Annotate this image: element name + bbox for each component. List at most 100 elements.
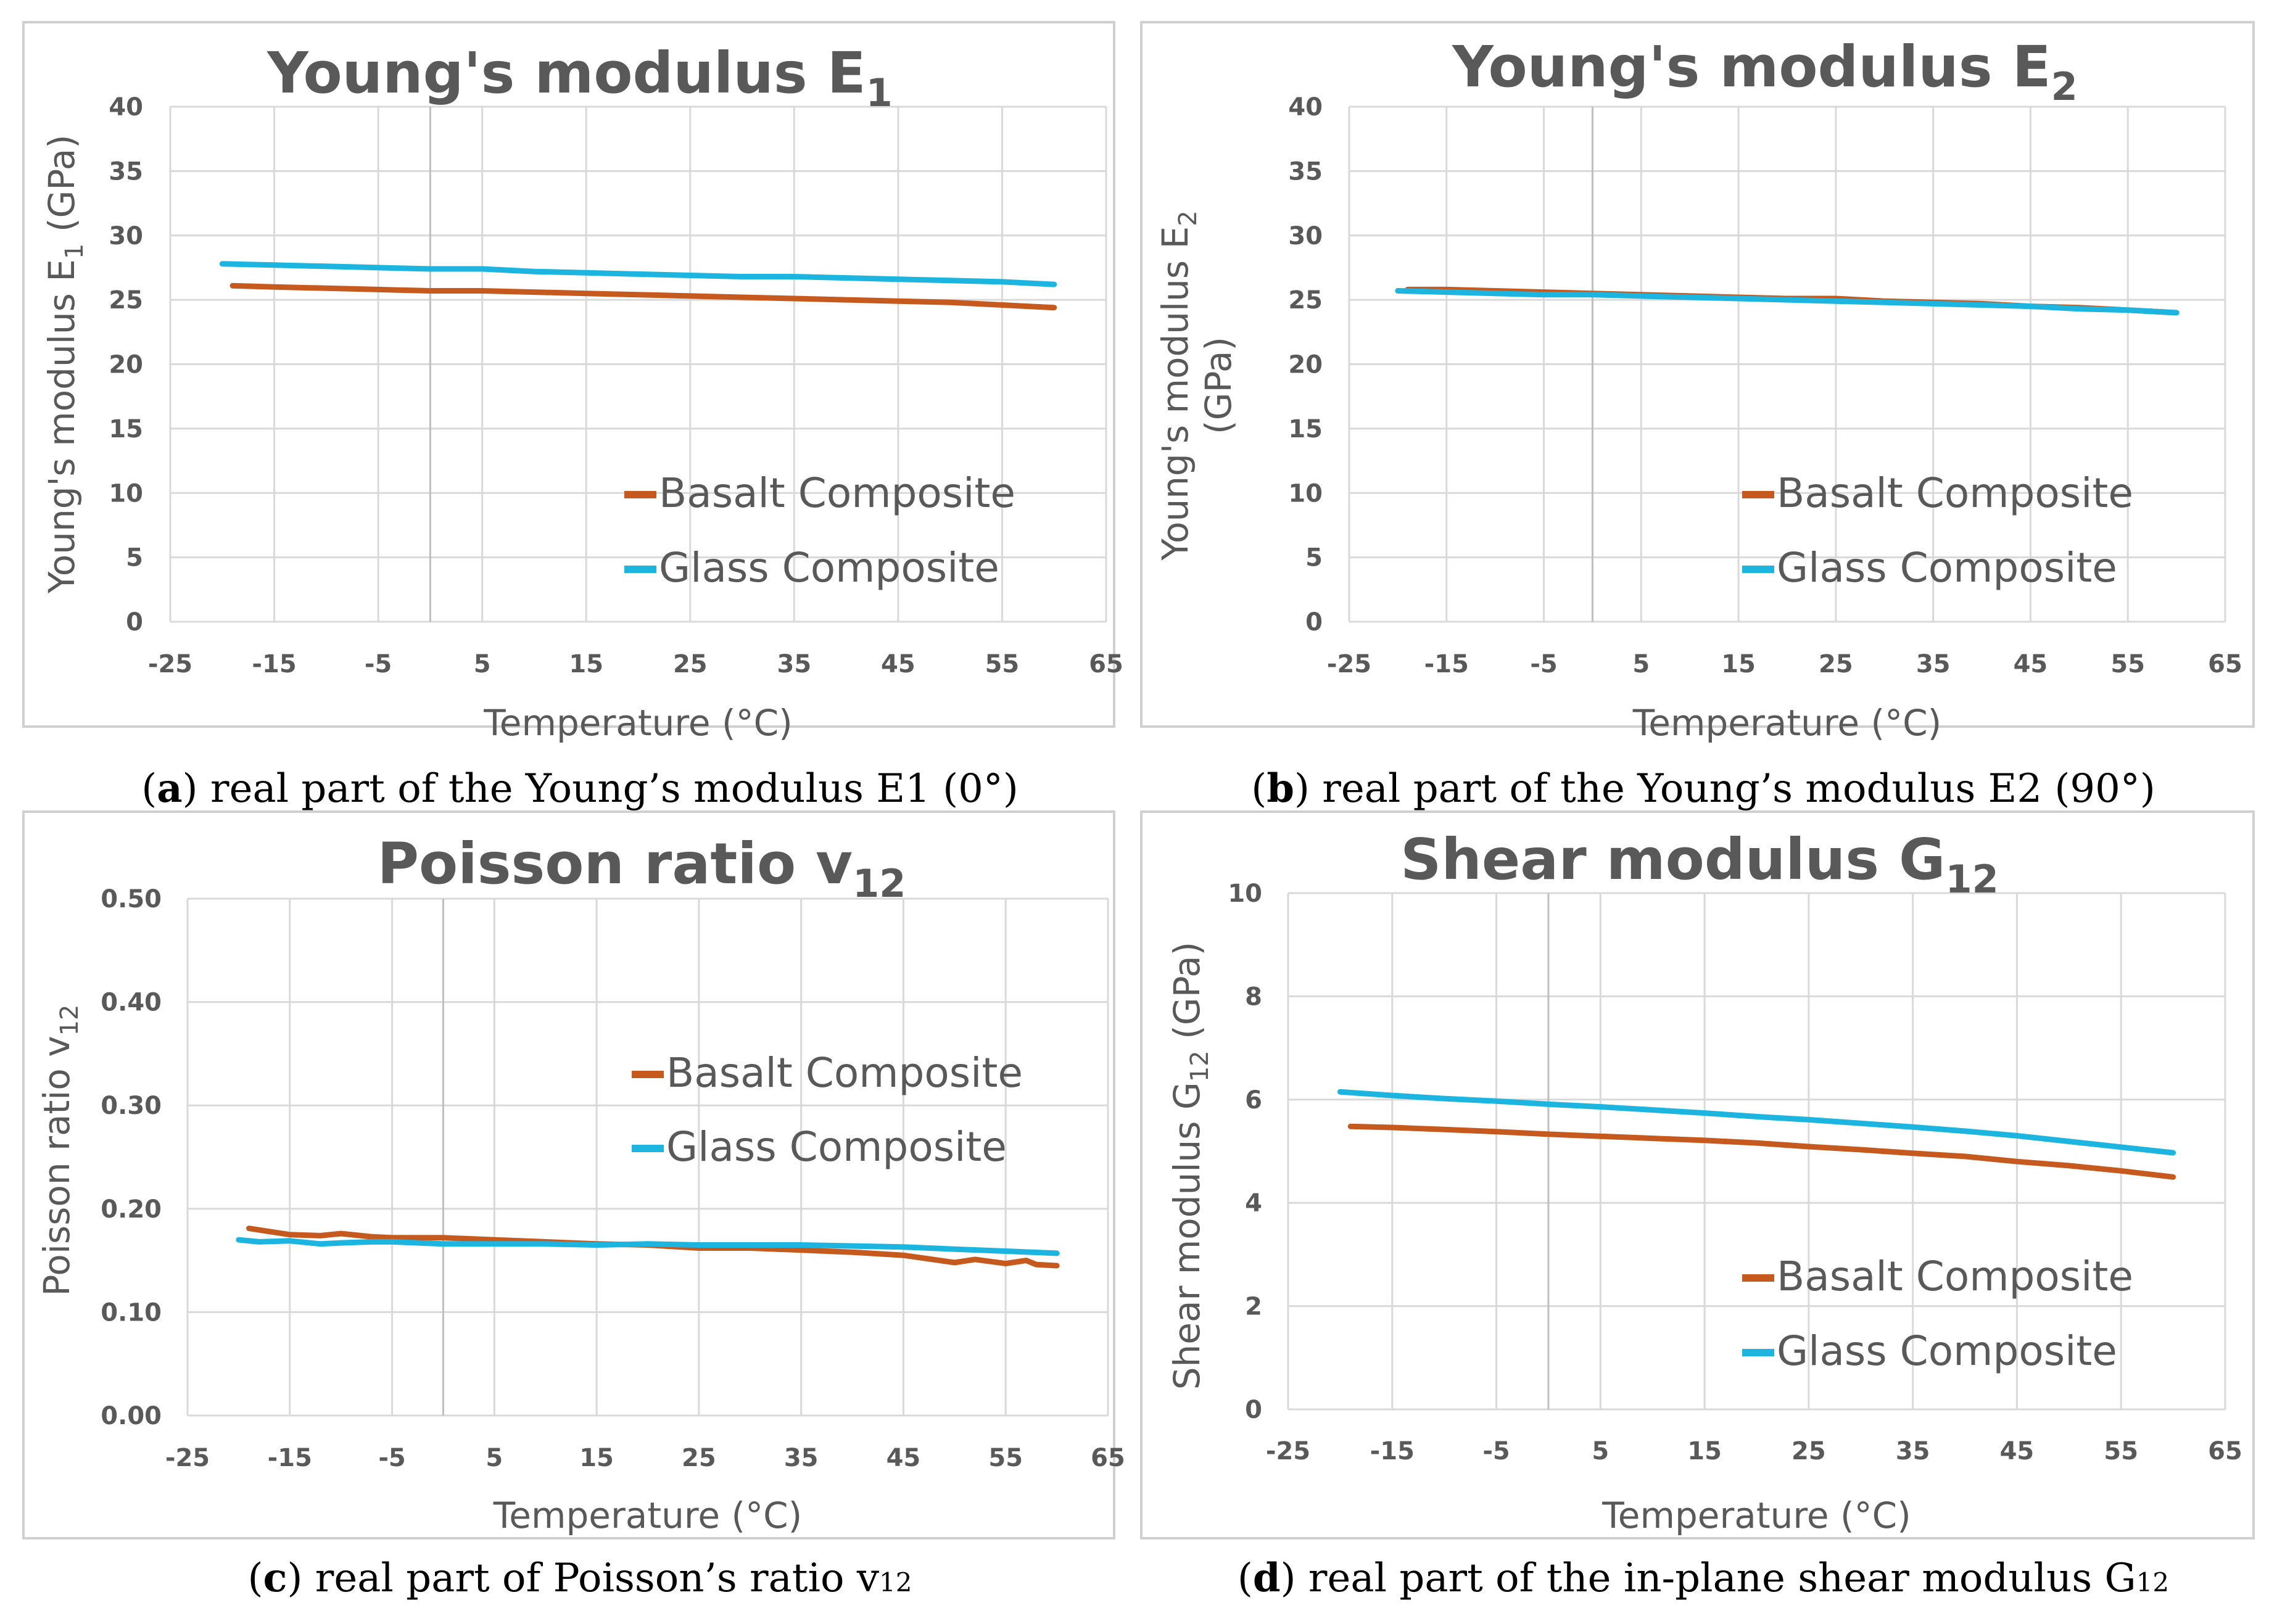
legend-label-basalt: Basalt Composite <box>1777 469 2133 517</box>
y-axis-title-subscript: 1 <box>60 244 89 259</box>
caption-open: ( <box>1238 1556 1253 1601</box>
x-tick-label: 15 <box>579 1444 614 1472</box>
y-tick-label: 10 <box>109 479 143 508</box>
x-tick-label: 5 <box>1632 650 1650 678</box>
chart-title: Young's modulus E1 <box>267 40 892 115</box>
chart-title-subscript: 12 <box>853 861 906 906</box>
y-tick-label: 40 <box>1288 93 1323 122</box>
chart-title: Poisson ratio v12 <box>378 831 906 906</box>
series-line-glass <box>219 261 1057 287</box>
chart-title-text: Young's modulus E <box>267 40 866 106</box>
caption-letter: c <box>263 1555 287 1601</box>
caption-letter: a <box>157 765 182 812</box>
y-tick-label: 0.20 <box>101 1195 162 1224</box>
chart-panel-1: -25 -15 -5 5 15 25 35 45 55 65 0 5 10 15 20 25 30 35 40 You… <box>22 21 1123 744</box>
series-line-glass <box>1337 1089 2176 1156</box>
x-tick-label: 55 <box>988 1444 1023 1472</box>
y-axis-title-unit: (GPa) <box>1166 942 1208 1051</box>
chart-title-subscript: 12 <box>1946 857 1999 902</box>
y-tick-label: 15 <box>1288 415 1323 443</box>
x-tick-label: 65 <box>2208 650 2242 678</box>
x-tick-label: 25 <box>1791 1437 1826 1465</box>
x-tick-label: -25 <box>1327 650 1371 678</box>
chart-panel-2: -25 -15 -5 5 15 25 35 45 55 65 0 5 10 15 20 25 30 35 40 You… <box>1140 21 2255 744</box>
y-axis-title-subscript: 12 <box>56 1004 84 1036</box>
y-axis-title-text: Young's modulus E <box>1154 226 1196 561</box>
chart-title-text: Poisson ratio v <box>378 831 853 897</box>
caption-open: ( <box>141 766 157 812</box>
x-tick-label: 25 <box>673 650 708 678</box>
legend-label-glass: Glass Composite <box>1777 544 2117 591</box>
chart-panel-4: -25 -15 -5 5 15 25 35 45 55 65 0 2 4 6 8 10 Shear modulu… <box>1140 810 2255 1540</box>
x-tick-label: -5 <box>378 1444 405 1472</box>
y-axis-title: Shear modulus G12 (GPa) <box>1166 942 1214 1390</box>
y-tick-label: 0 <box>1305 608 1323 637</box>
x-tick-label: -5 <box>365 650 392 678</box>
x-tick-label: 45 <box>2000 1437 2035 1465</box>
caption-subscript: 12 <box>2136 1567 2169 1597</box>
caption-letter: b <box>1267 765 1294 812</box>
x-tick-label: 65 <box>1091 1444 1125 1472</box>
y-tick-label: 5 <box>126 544 143 572</box>
chart-title-subscript: 2 <box>2051 64 2078 109</box>
x-tick-label: 25 <box>682 1444 716 1472</box>
caption-open: ( <box>248 1556 263 1601</box>
chart-panel-3: -25 -15 -5 5 15 25 35 45 55 65 0.00 0.10 0.20 0.30 0.4… <box>22 810 1125 1540</box>
y-axis-title: Poisson ratio v12 <box>36 1004 84 1296</box>
legend-label-glass: Glass Composite <box>666 1123 1007 1171</box>
x-tick-label: -5 <box>1482 1437 1510 1465</box>
chart-title-subscript: 1 <box>866 70 893 115</box>
y-tick-label: 30 <box>1288 222 1323 250</box>
chart-frame <box>22 810 1115 1540</box>
y-tick-label: 5 <box>1305 544 1323 572</box>
x-tick-label: -25 <box>1266 1437 1310 1465</box>
x-tick-label: 5 <box>1592 1437 1609 1465</box>
legend-label-basalt: Basalt Composite <box>1777 1253 2133 1300</box>
y-tick-label: 0 <box>126 608 143 637</box>
x-tick-label: -5 <box>1530 650 1557 678</box>
x-axis-title: Temperature (°C) <box>1601 1494 1911 1536</box>
y-axis-title-subscript: 12 <box>1186 1050 1214 1082</box>
caption-d: (d) real part of the in-plane shear modu… <box>1238 1555 2169 1601</box>
chart-title-text: Young's modulus E <box>1452 34 2051 100</box>
x-tick-label: 35 <box>1896 1437 1930 1465</box>
x-axis-title: Temperature (°C) <box>1632 702 1942 744</box>
caption-c: (c) real part of Poisson’s ratio v12 <box>248 1555 912 1601</box>
x-tick-label: 35 <box>777 650 811 678</box>
x-tick-label: -25 <box>165 1444 210 1472</box>
y-tick-label: 0.30 <box>101 1092 162 1120</box>
chart-title: Shear modulus G12 <box>1400 826 1999 902</box>
x-tick-label: -15 <box>268 1444 312 1472</box>
y-tick-label: 40 <box>109 93 143 122</box>
y-tick-label: 6 <box>1245 1086 1262 1115</box>
chart-title-text: Shear modulus G <box>1400 826 1945 892</box>
x-tick-label: 15 <box>569 650 603 678</box>
caption-text: ) real part of Poisson’s ratio v <box>287 1556 879 1601</box>
y-tick-label: 0 <box>1245 1396 1262 1424</box>
x-tick-label: -25 <box>148 650 192 678</box>
x-tick-label: 5 <box>486 1444 503 1472</box>
x-tick-label: 55 <box>2110 650 2145 678</box>
caption-text: ) real part of the Young’s modulus E1 (0… <box>183 766 1019 812</box>
legend-label-glass: Glass Composite <box>1777 1327 2117 1375</box>
x-axis-title: Temperature (°C) <box>493 1494 803 1536</box>
y-tick-label: 8 <box>1245 983 1262 1011</box>
y-tick-label: 25 <box>109 286 143 315</box>
caption-subscript: 12 <box>879 1567 912 1597</box>
y-tick-label: 35 <box>1288 157 1323 186</box>
x-tick-label: -15 <box>1424 650 1469 678</box>
chart-title: Young's modulus E2 <box>1452 34 2077 109</box>
x-tick-label: 5 <box>474 650 491 678</box>
caption-text: ) real part of the in-plane shear modulu… <box>1281 1556 2136 1601</box>
y-axis-title: Young's modulus E1 (GPa) <box>41 134 89 594</box>
x-tick-label: 15 <box>1721 650 1756 678</box>
caption-b: (b) real part of the Young’s modulus E2 … <box>1251 765 2155 812</box>
y-tick-label: 15 <box>109 415 143 443</box>
x-tick-label: 65 <box>1089 650 1123 678</box>
y-tick-label: 20 <box>109 351 143 379</box>
series-line-basalt <box>229 282 1057 311</box>
chart-frame <box>1140 810 2255 1540</box>
y-tick-label: 4 <box>1245 1189 1262 1218</box>
series-line-basalt <box>1347 1123 2176 1180</box>
